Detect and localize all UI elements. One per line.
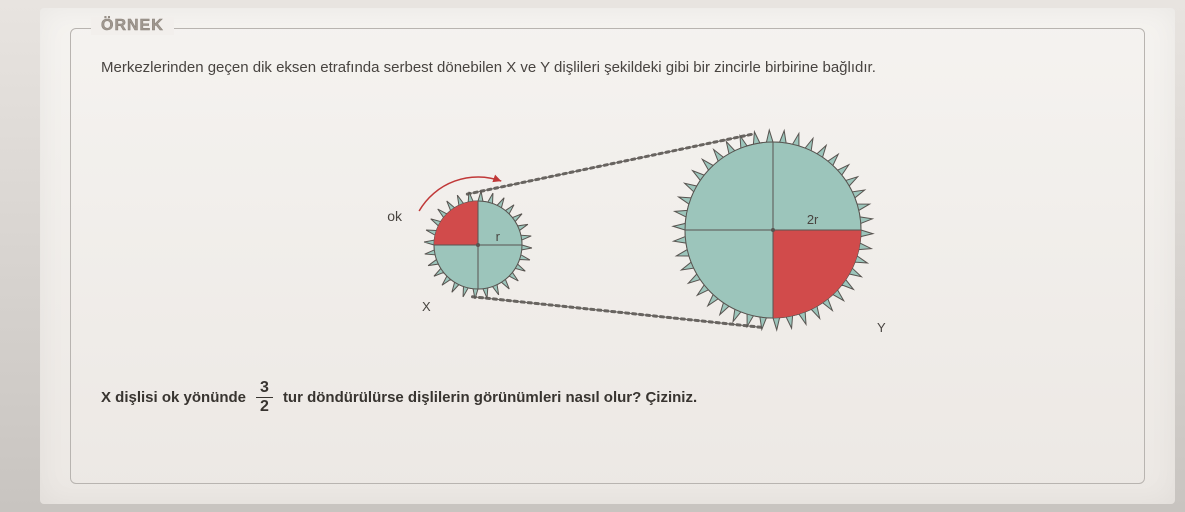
svg-text:r: r [495, 229, 500, 244]
svg-text:ok: ok [387, 208, 403, 224]
example-box: ÖRNEK Merkezlerinden geçen dik eksen etr… [70, 28, 1145, 484]
fraction: 3 2 [256, 380, 273, 415]
question-post: tur döndürülürse dişlilerin görünümleri … [283, 389, 697, 406]
question-pre: X dişlisi ok yönünde [101, 389, 246, 406]
gear-svg: r 2r X Yok [278, 90, 938, 370]
svg-text:X: X [422, 299, 431, 314]
question-row: X dişlisi ok yönünde 3 2 tur döndürülürs… [101, 380, 1114, 415]
box-title: ÖRNEK [91, 17, 174, 35]
svg-text:2r: 2r [806, 212, 818, 227]
fraction-den: 2 [260, 398, 269, 415]
page-surface: ÖRNEK Merkezlerinden geçen dik eksen etr… [40, 8, 1175, 504]
problem-text: Merkezlerinden geçen dik eksen etrafında… [101, 57, 1114, 80]
gear-diagram: r 2r X Yok [101, 90, 1114, 370]
fraction-num: 3 [256, 380, 273, 398]
svg-text:Y: Y [877, 320, 886, 335]
